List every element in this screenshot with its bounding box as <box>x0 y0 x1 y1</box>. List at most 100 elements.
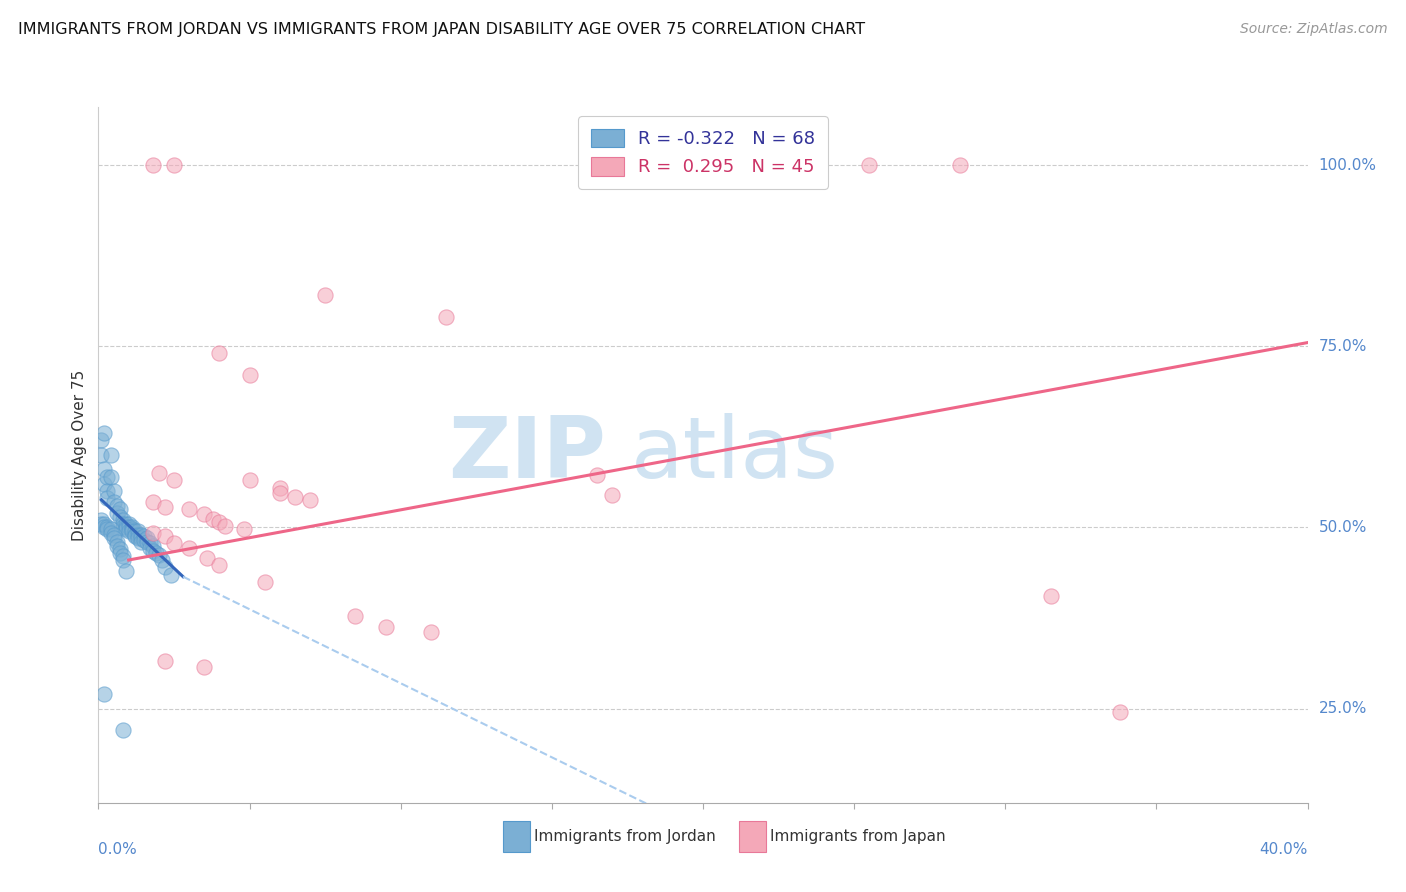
Point <box>153 560 176 574</box>
Point <box>269 485 291 500</box>
Point <box>93 520 115 534</box>
Point <box>114 522 136 536</box>
Point <box>96 520 118 534</box>
Point <box>111 553 134 567</box>
Point <box>193 508 215 522</box>
Point <box>108 542 131 557</box>
Point <box>208 558 231 573</box>
Text: 100.0%: 100.0% <box>1319 158 1376 172</box>
Point <box>858 158 880 172</box>
Point <box>344 608 367 623</box>
Point <box>90 448 112 462</box>
Point <box>111 513 134 527</box>
Legend: R = -0.322   N = 68, R =  0.295   N = 45: R = -0.322 N = 68, R = 0.295 N = 45 <box>578 116 828 189</box>
Text: Immigrants from Japan: Immigrants from Japan <box>769 829 945 844</box>
Point <box>1109 705 1132 719</box>
Point <box>193 659 215 673</box>
Point <box>114 516 136 531</box>
Text: ZIP: ZIP <box>449 413 606 497</box>
Point <box>121 520 143 534</box>
Point <box>127 527 149 541</box>
Point <box>602 488 624 502</box>
Point <box>114 520 136 534</box>
Point <box>127 524 149 538</box>
Point <box>105 506 128 520</box>
Point <box>142 158 165 172</box>
Point <box>163 158 186 172</box>
Point <box>132 533 155 547</box>
Point <box>269 481 291 495</box>
Point <box>132 529 155 543</box>
Point <box>139 541 162 555</box>
Point <box>160 567 183 582</box>
Point <box>108 509 131 524</box>
Point <box>93 687 115 701</box>
Point <box>90 434 112 448</box>
Point <box>148 548 170 562</box>
Text: 25.0%: 25.0% <box>1319 701 1367 716</box>
Point <box>121 524 143 538</box>
Point <box>299 492 322 507</box>
Point <box>103 484 125 499</box>
Point <box>1039 589 1062 603</box>
Point <box>103 531 125 545</box>
Point <box>108 502 131 516</box>
Point <box>96 484 118 499</box>
Point <box>121 522 143 536</box>
Point <box>100 522 122 536</box>
Point <box>124 524 146 538</box>
Point <box>374 620 396 634</box>
Point <box>586 468 609 483</box>
Point <box>114 564 136 578</box>
Point <box>93 462 115 476</box>
Point <box>93 516 115 531</box>
Point <box>145 546 167 560</box>
Point <box>100 469 122 483</box>
Point <box>135 535 157 549</box>
Y-axis label: Disability Age Over 75: Disability Age Over 75 <box>72 369 87 541</box>
Text: Immigrants from Jordan: Immigrants from Jordan <box>534 829 716 844</box>
Point <box>127 531 149 545</box>
Point <box>90 513 112 527</box>
Point <box>949 158 972 172</box>
Point <box>105 535 128 549</box>
Point <box>124 529 146 543</box>
Point <box>163 473 186 487</box>
Point <box>118 516 141 531</box>
Point <box>177 541 201 555</box>
Point <box>208 346 231 360</box>
Point <box>153 529 176 543</box>
Point <box>111 516 134 531</box>
Text: 40.0%: 40.0% <box>1260 842 1308 856</box>
Point <box>163 536 186 550</box>
Point <box>142 543 165 558</box>
Point <box>118 520 141 534</box>
Point <box>124 527 146 541</box>
Point <box>90 516 112 531</box>
Point <box>208 515 231 529</box>
Point <box>96 491 118 506</box>
Point <box>142 526 165 541</box>
Point <box>129 531 152 545</box>
Point <box>96 469 118 483</box>
Text: atlas: atlas <box>630 413 838 497</box>
Point <box>139 536 162 550</box>
Text: Source: ZipAtlas.com: Source: ZipAtlas.com <box>1240 22 1388 37</box>
Point <box>105 539 128 553</box>
Point <box>419 625 441 640</box>
Point <box>253 574 276 589</box>
Point <box>153 655 176 669</box>
Point <box>239 368 262 383</box>
Point <box>239 473 262 487</box>
Text: 75.0%: 75.0% <box>1319 339 1367 354</box>
Point <box>111 549 134 564</box>
Point <box>93 476 115 491</box>
Point <box>100 526 122 541</box>
Point <box>195 550 218 565</box>
Point <box>93 426 115 441</box>
Point <box>111 723 134 738</box>
Point <box>129 527 152 541</box>
Point <box>108 546 131 560</box>
Point <box>129 535 152 549</box>
Point <box>142 539 165 553</box>
